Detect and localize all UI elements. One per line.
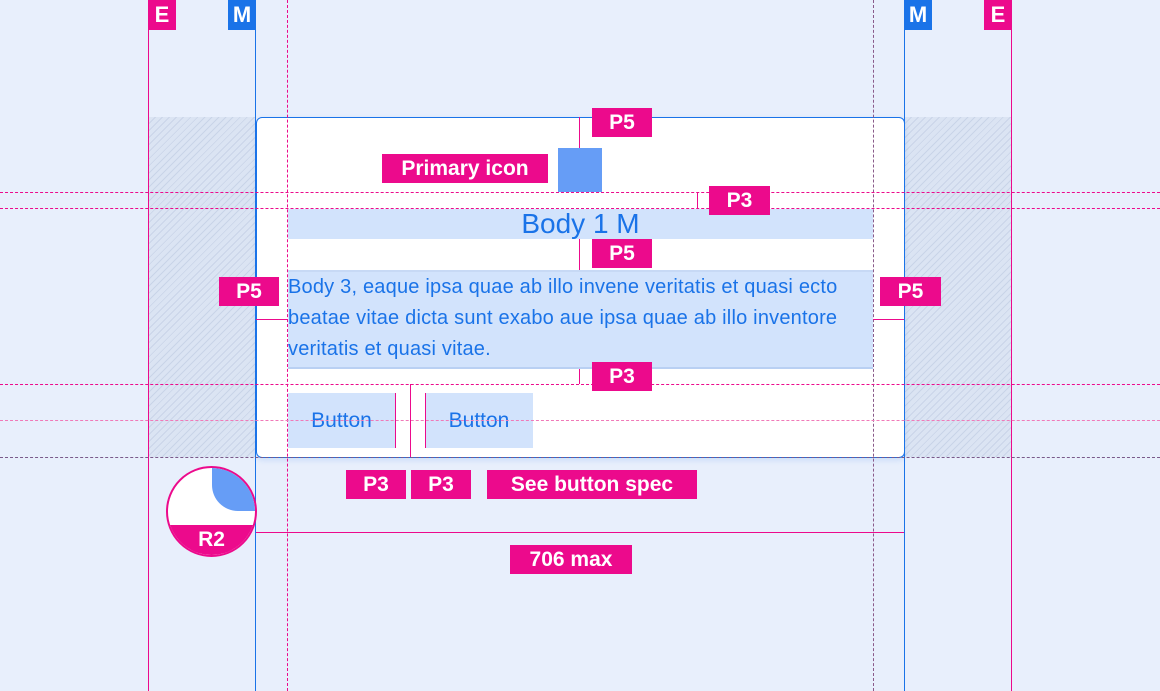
spacing-line bbox=[579, 239, 580, 270]
guide-h bbox=[0, 420, 1160, 421]
corner-radius-icon bbox=[212, 468, 255, 511]
margin-line-right bbox=[904, 0, 905, 691]
edge-line-left bbox=[148, 0, 149, 691]
padding-guide-right bbox=[873, 0, 874, 691]
margin-badge-right: M bbox=[904, 0, 932, 30]
card-body: Body 3, eaque ipsa quae ab illo invene v… bbox=[288, 270, 873, 369]
margin-line-left bbox=[255, 0, 256, 691]
spacing-line bbox=[256, 319, 288, 320]
radius-label: R2 bbox=[168, 525, 255, 555]
guide-h bbox=[0, 457, 1160, 458]
p3-gap-tag: P3 bbox=[411, 470, 471, 499]
edge-line-right bbox=[1011, 0, 1012, 691]
edge-badge-right: E bbox=[984, 0, 1012, 30]
max-width-tag: 706 max bbox=[510, 545, 632, 574]
guide-h bbox=[0, 208, 1160, 209]
guide-h bbox=[0, 192, 1160, 193]
button-spec-tag: See button spec bbox=[487, 470, 697, 499]
p3-buttons-tag: P3 bbox=[592, 362, 652, 391]
spacing-line bbox=[873, 319, 904, 320]
spacing-line bbox=[579, 369, 580, 384]
p5-body-tag: P5 bbox=[592, 239, 652, 268]
radius-callout: R2 bbox=[166, 466, 257, 557]
spacing-line bbox=[395, 393, 396, 448]
primary-icon bbox=[558, 148, 602, 192]
spacing-line bbox=[425, 393, 426, 448]
spacing-line bbox=[579, 117, 580, 148]
p5-left-tag: P5 bbox=[219, 277, 279, 306]
edge-badge-left: E bbox=[148, 0, 176, 30]
spacing-line bbox=[697, 192, 698, 208]
p3-title-tag: P3 bbox=[709, 186, 770, 215]
padding-guide-left bbox=[287, 0, 288, 691]
p5-right-tag: P5 bbox=[880, 277, 941, 306]
spacing-line bbox=[410, 384, 411, 457]
p5-top-tag: P5 bbox=[592, 108, 652, 137]
p3-gap-tag: P3 bbox=[346, 470, 406, 499]
max-width-line bbox=[256, 532, 904, 533]
primary-icon-label: Primary icon bbox=[382, 154, 548, 183]
margin-badge-left: M bbox=[228, 0, 256, 30]
guide-h bbox=[0, 384, 1160, 385]
card-title: Body 1 M bbox=[288, 208, 873, 239]
